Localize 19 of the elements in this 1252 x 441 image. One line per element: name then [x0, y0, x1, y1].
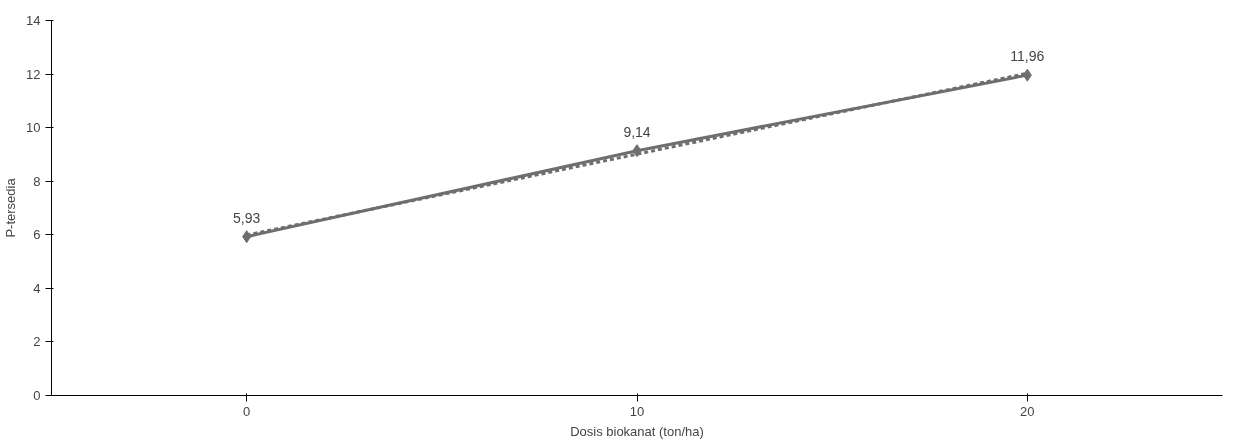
data-label: 11,96	[1010, 48, 1045, 65]
x-tick-label: 20	[1020, 403, 1035, 419]
y-tick-label: 6	[33, 227, 41, 243]
x-tick-label: 0	[243, 403, 251, 419]
y-tick-label: 8	[33, 173, 41, 189]
data-label: 9,14	[623, 123, 651, 140]
y-tick-label: 12	[26, 66, 41, 82]
x-tick-label: 10	[629, 403, 645, 419]
x-axis-title: Dosis biokanat (ton/ha)	[570, 423, 704, 439]
y-tick-label: 4	[33, 280, 41, 296]
point	[242, 230, 252, 244]
y-tick-label: 14	[26, 13, 41, 28]
y-tick-label: 0	[33, 388, 41, 403]
y-axis-title: P-tersedia	[3, 177, 19, 238]
y-tick-label: 2	[33, 334, 41, 350]
point	[632, 144, 642, 158]
point	[1022, 68, 1032, 82]
data-label: 5,93	[233, 209, 261, 226]
y-tick-label: 10	[26, 120, 41, 136]
